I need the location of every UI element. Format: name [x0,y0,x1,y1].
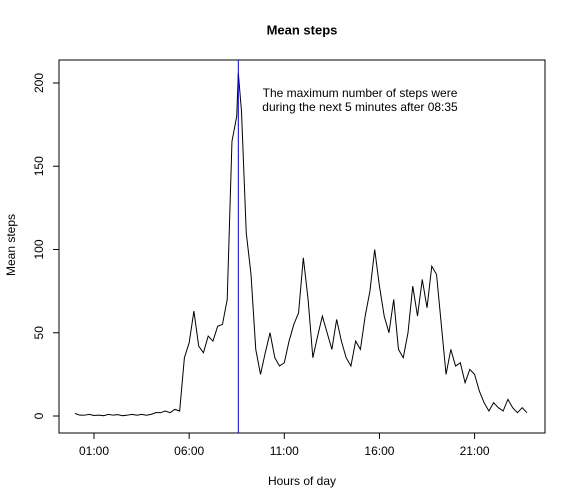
x-tick-label: 11:00 [270,444,299,458]
y-axis-label: Mean steps [4,214,18,276]
annotation: during the next 5 minutes after 08:35 [262,100,458,114]
plot-box [58,59,546,434]
y-tick-label: 200 [32,73,46,93]
y-tick-label: 150 [32,156,46,176]
y-tick-label: 0 [32,412,46,419]
chart-title: Mean steps [267,22,338,37]
x-tick-label: 21:00 [460,444,490,458]
line [74,72,528,417]
x-tick-label: 16:00 [364,444,394,458]
x-axis-label: Hours of day [268,474,336,488]
x-tick-label: 01:00 [79,444,109,458]
annotation: The maximum number of steps were [263,86,458,100]
x-tick-label: 06:00 [174,444,204,458]
y-tick-label: 100 [32,239,46,259]
y-tick-label: 50 [32,326,46,340]
